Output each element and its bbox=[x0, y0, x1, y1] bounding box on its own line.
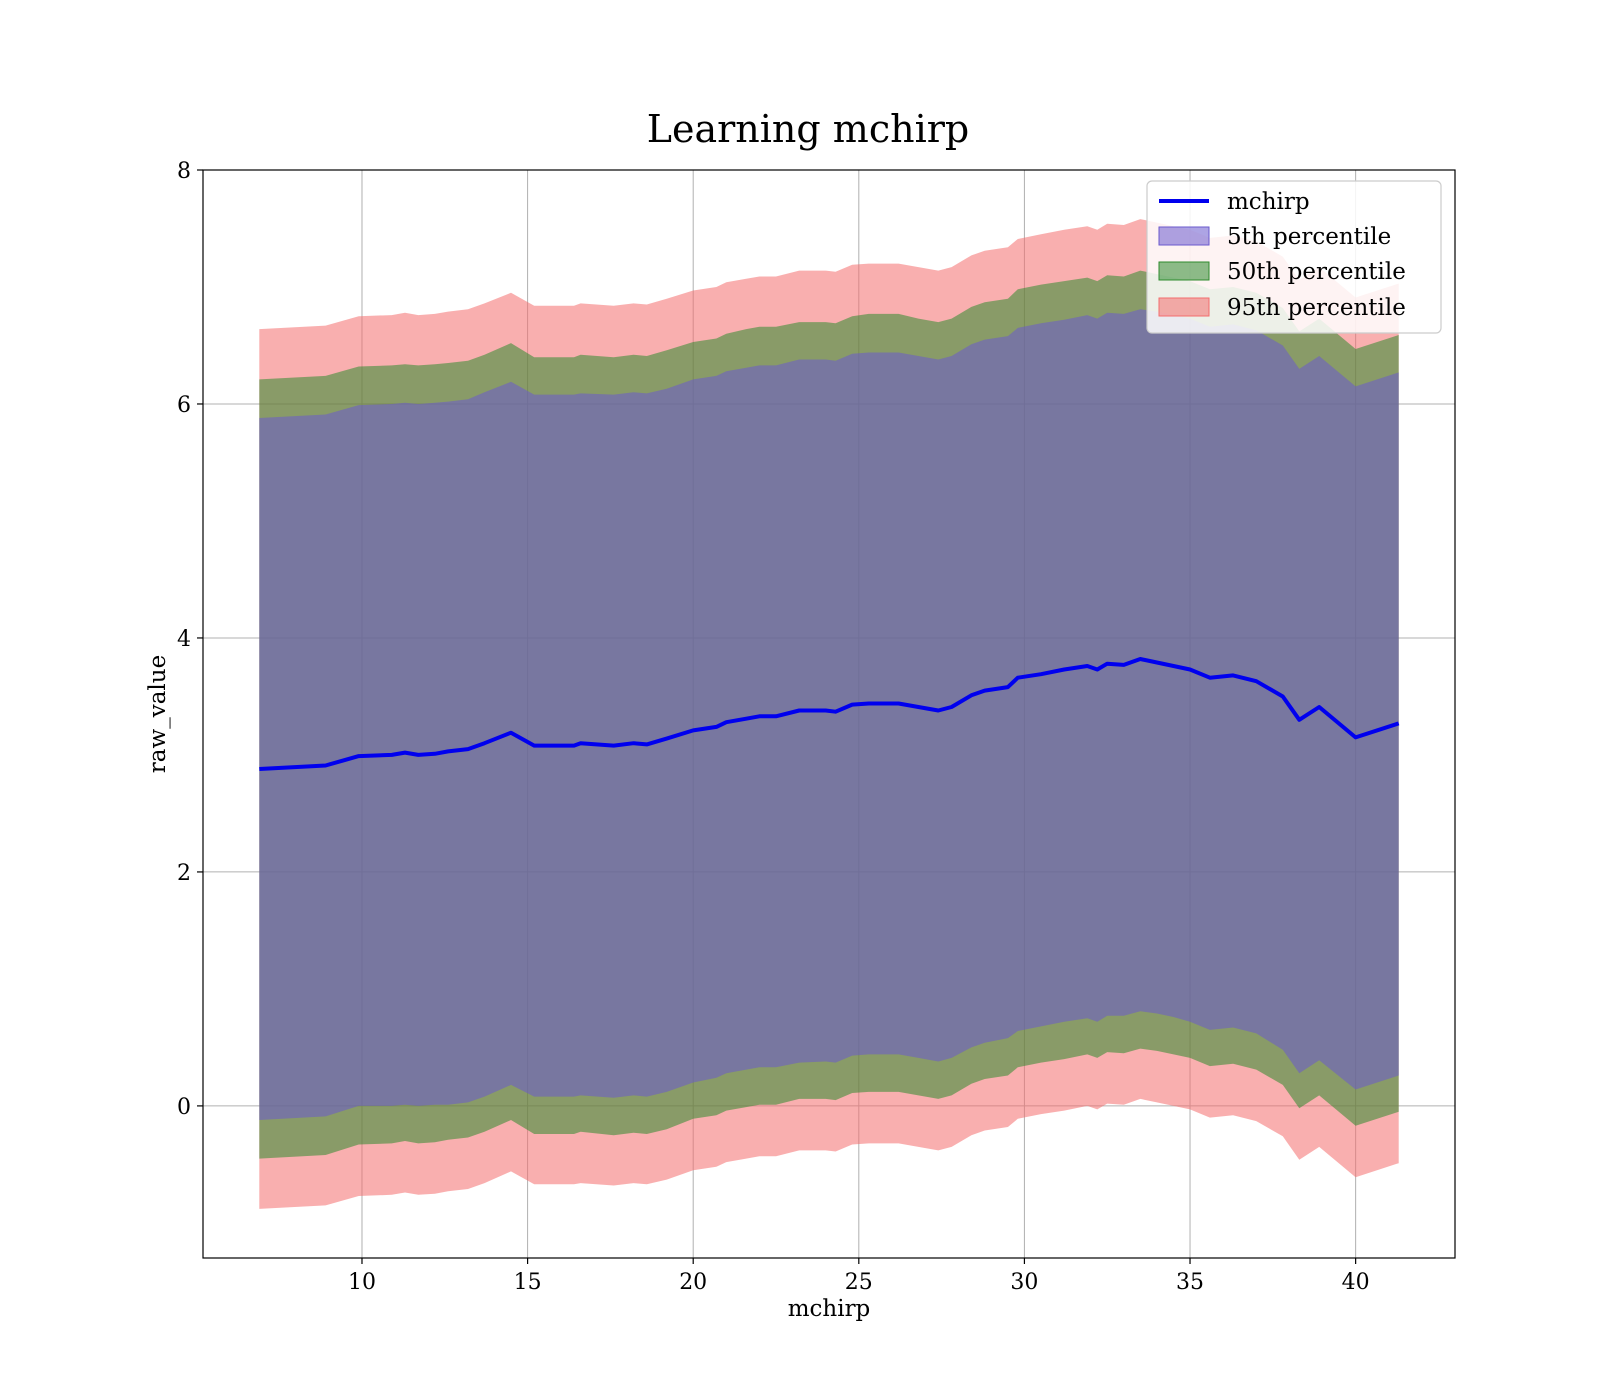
y-tick-label: 0 bbox=[177, 1095, 191, 1120]
x-tick-label: 20 bbox=[679, 1270, 707, 1295]
legend-label: mchirp bbox=[1227, 189, 1310, 215]
series-line-mchirp bbox=[259, 657, 1400, 771]
percentile-bands bbox=[259, 219, 1399, 1209]
y-tick-label: 4 bbox=[177, 627, 191, 652]
y-tick-label: 8 bbox=[177, 159, 191, 184]
plot-frame bbox=[202, 169, 1456, 1259]
legend-label: 5th percentile bbox=[1227, 224, 1391, 250]
legend-label: 50th percentile bbox=[1227, 259, 1406, 285]
legend: mchirp 5th percentile 50th percentile 95th … bbox=[1146, 180, 1442, 334]
legend-swatch-band bbox=[1158, 297, 1210, 317]
series-lines bbox=[259, 657, 1400, 771]
x-tick-label: 10 bbox=[348, 1270, 376, 1295]
x-tick-label: 15 bbox=[514, 1270, 542, 1295]
x-tick-label: 40 bbox=[1342, 1270, 1370, 1295]
y-axis-label: raw_value bbox=[145, 655, 171, 773]
x-tick-label: 30 bbox=[1010, 1270, 1038, 1295]
y-axis: 0 2 4 6 8 bbox=[177, 159, 203, 1120]
legend-swatch-band bbox=[1158, 226, 1210, 246]
chart-title: Learning mchirp bbox=[647, 107, 969, 151]
x-tick-label: 35 bbox=[1176, 1270, 1204, 1295]
x-tick-label: 25 bbox=[845, 1270, 873, 1295]
legend-swatch-band bbox=[1158, 261, 1210, 281]
x-axis: 10 15 20 25 30 35 40 bbox=[348, 1258, 1370, 1295]
y-tick-label: 2 bbox=[177, 861, 191, 886]
x-axis-label: mchirp bbox=[788, 1296, 871, 1322]
band-5th-percentile bbox=[259, 309, 1399, 1120]
legend-label: 95th percentile bbox=[1227, 295, 1406, 321]
legend-box bbox=[1146, 180, 1442, 334]
y-tick-label: 6 bbox=[177, 393, 191, 418]
